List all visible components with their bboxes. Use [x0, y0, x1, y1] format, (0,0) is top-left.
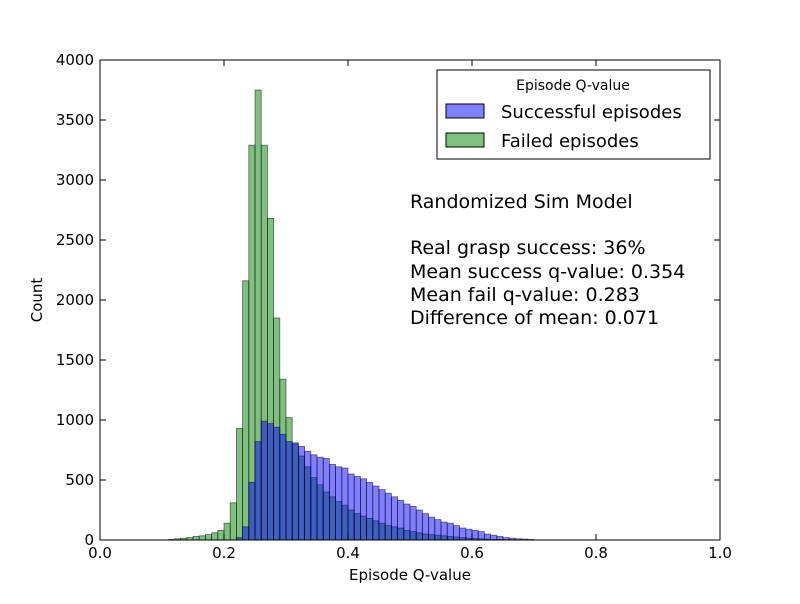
- y-axis-label: Count: [28, 278, 46, 323]
- successful-episodes-bar: [497, 536, 503, 540]
- legend: Episode Q-value Successful episodes Fail…: [437, 70, 710, 159]
- legend-label-failed: Failed episodes: [501, 131, 639, 152]
- legend-swatch-failed: [446, 133, 484, 147]
- y-tick-label: 500: [65, 471, 94, 489]
- successful-episodes-bar: [478, 532, 484, 540]
- successful-episodes-bar: [354, 476, 360, 540]
- successful-episodes-bars: [236, 421, 534, 540]
- successful-episodes-bar: [429, 517, 435, 540]
- successful-episodes-bar: [267, 424, 273, 540]
- y-tick-label: 1000: [56, 411, 94, 429]
- successful-episodes-bar: [317, 457, 323, 540]
- failed-episodes-bar: [199, 536, 205, 540]
- successful-episodes-bar: [447, 523, 453, 540]
- successful-episodes-bar: [491, 535, 497, 540]
- successful-episodes-bar: [453, 526, 459, 540]
- successful-episodes-bar: [410, 506, 416, 540]
- annotation-mean-fail: Mean fail q-value: 0.283: [410, 284, 640, 306]
- x-tick-label: 0.2: [212, 544, 236, 562]
- successful-episodes-bar: [360, 479, 366, 540]
- successful-episodes-bar: [348, 474, 354, 540]
- successful-episodes-bar: [261, 421, 267, 540]
- successful-episodes-bar: [342, 468, 348, 540]
- y-tick-label: 3500: [56, 111, 94, 129]
- successful-episodes-bar: [280, 434, 286, 540]
- annotation-difference: Difference of mean: 0.071: [410, 307, 659, 329]
- x-tick-label: 1.0: [708, 544, 732, 562]
- successful-episodes-bar: [274, 427, 280, 540]
- y-tick-label: 3000: [56, 171, 94, 189]
- x-tick-label: 0.4: [336, 544, 360, 562]
- failed-episodes-bar: [193, 536, 199, 540]
- failed-episodes-bar: [212, 533, 218, 540]
- legend-swatch-successful: [446, 104, 484, 118]
- failed-episodes-bar: [205, 535, 211, 540]
- annotation-mean-success: Mean success q-value: 0.354: [410, 261, 685, 283]
- y-tick-label: 0: [84, 531, 94, 549]
- successful-episodes-bar: [391, 497, 397, 540]
- successful-episodes-bar: [379, 490, 385, 540]
- y-tick-label: 2500: [56, 231, 94, 249]
- successful-episodes-bar: [311, 455, 317, 540]
- successful-episodes-bar: [435, 520, 441, 540]
- failed-episodes-bar: [230, 503, 236, 540]
- y-tick-label: 2000: [56, 291, 94, 309]
- successful-episodes-bar: [460, 528, 466, 540]
- successful-episodes-bar: [292, 443, 298, 540]
- failed-episodes-bar: [224, 523, 230, 540]
- x-axis-label: Episode Q-value: [349, 566, 471, 584]
- successful-episodes-bar: [422, 514, 428, 540]
- successful-episodes-bar: [286, 442, 292, 540]
- successful-episodes-bar: [472, 530, 478, 540]
- successful-episodes-bar: [329, 464, 335, 540]
- legend-title: Episode Q-value: [516, 78, 630, 94]
- successful-episodes-bar: [484, 534, 490, 540]
- legend-label-successful: Successful episodes: [501, 102, 682, 123]
- annotation-model-name: Randomized Sim Model: [410, 191, 633, 213]
- successful-episodes-bar: [373, 486, 379, 540]
- x-tick-label: 0.8: [584, 544, 608, 562]
- annotation-real-success: Real grasp success: 36%: [410, 237, 646, 259]
- successful-episodes-bar: [466, 529, 472, 540]
- successful-episodes-bar: [336, 467, 342, 540]
- successful-episodes-bar: [367, 482, 373, 540]
- successful-episodes-bar: [385, 493, 391, 540]
- successful-episodes-bar: [255, 442, 261, 540]
- y-tick-label: 1500: [56, 351, 94, 369]
- x-tick-label: 0.6: [460, 544, 484, 562]
- successful-episodes-bar: [243, 527, 249, 540]
- failed-episodes-bar: [236, 428, 242, 540]
- successful-episodes-bar: [398, 500, 404, 540]
- successful-episodes-bar: [323, 458, 329, 540]
- failed-episodes-bar: [243, 281, 249, 540]
- successful-episodes-bar: [441, 522, 447, 540]
- successful-episodes-bar: [305, 451, 311, 540]
- successful-episodes-bar: [298, 446, 304, 540]
- failed-episodes-bar: [249, 145, 255, 540]
- y-tick-label: 4000: [56, 51, 94, 69]
- stats-annotation: Randomized Sim Model Real grasp success:…: [410, 191, 685, 329]
- successful-episodes-bar: [416, 510, 422, 540]
- successful-episodes-bar: [249, 482, 255, 540]
- successful-episodes-bar: [404, 504, 410, 540]
- failed-episodes-bar: [218, 530, 224, 540]
